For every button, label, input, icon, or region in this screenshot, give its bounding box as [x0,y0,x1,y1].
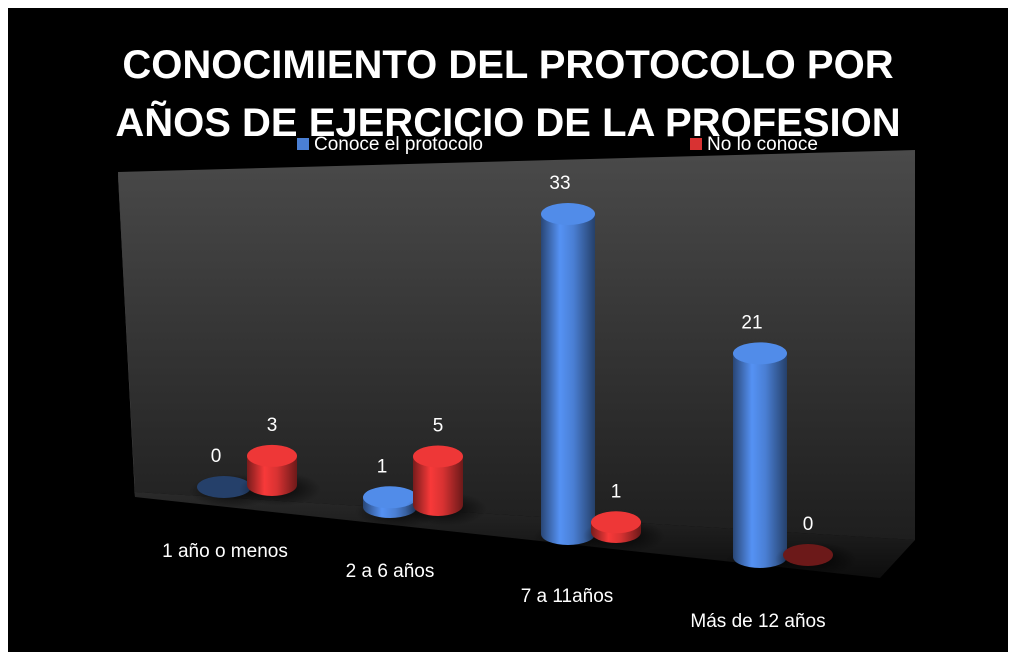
bar-top [733,342,787,365]
bar [247,444,297,496]
legend-label: No lo conoce [707,134,818,155]
bar [363,486,417,518]
legend-swatch [690,138,702,150]
data-label: 33 [549,173,570,194]
bar-top [783,544,833,566]
side-wall [118,172,135,497]
bar [783,544,833,566]
bar [197,476,251,498]
bar-body [541,214,595,545]
x-tick-label: 2 a 6 años [346,561,435,582]
x-tick-label: 7 a 11años [521,586,614,607]
chart-title: CONOCIMIENTO DEL PROTOCOLO POR AÑOS DE E… [115,43,901,145]
data-label: 3 [267,415,278,436]
bar [541,203,595,545]
back-wall [118,150,915,540]
floor [135,492,915,578]
data-label: 1 [377,456,388,477]
bar-top [363,486,417,509]
bar-top [591,511,641,534]
data-label: 0 [211,446,222,467]
bar [733,342,787,568]
data-label: 21 [741,312,762,333]
bar-body [413,456,463,516]
bar-top [541,203,595,225]
bar-top [413,445,463,468]
x-tick-label: 1 año o menos [162,541,288,562]
bar [413,445,463,516]
bar-top [197,476,251,498]
bar-body [733,353,787,568]
data-label: 5 [433,416,444,437]
x-tick-label: Más de 12 años [690,611,825,632]
bar-top [247,444,297,467]
bar-body [247,455,297,496]
data-label: 1 [611,481,622,502]
data-label: 0 [803,514,814,535]
legend-swatch [297,138,309,150]
legend-label: Conoce el protocolo [314,134,483,155]
bar [591,511,641,543]
